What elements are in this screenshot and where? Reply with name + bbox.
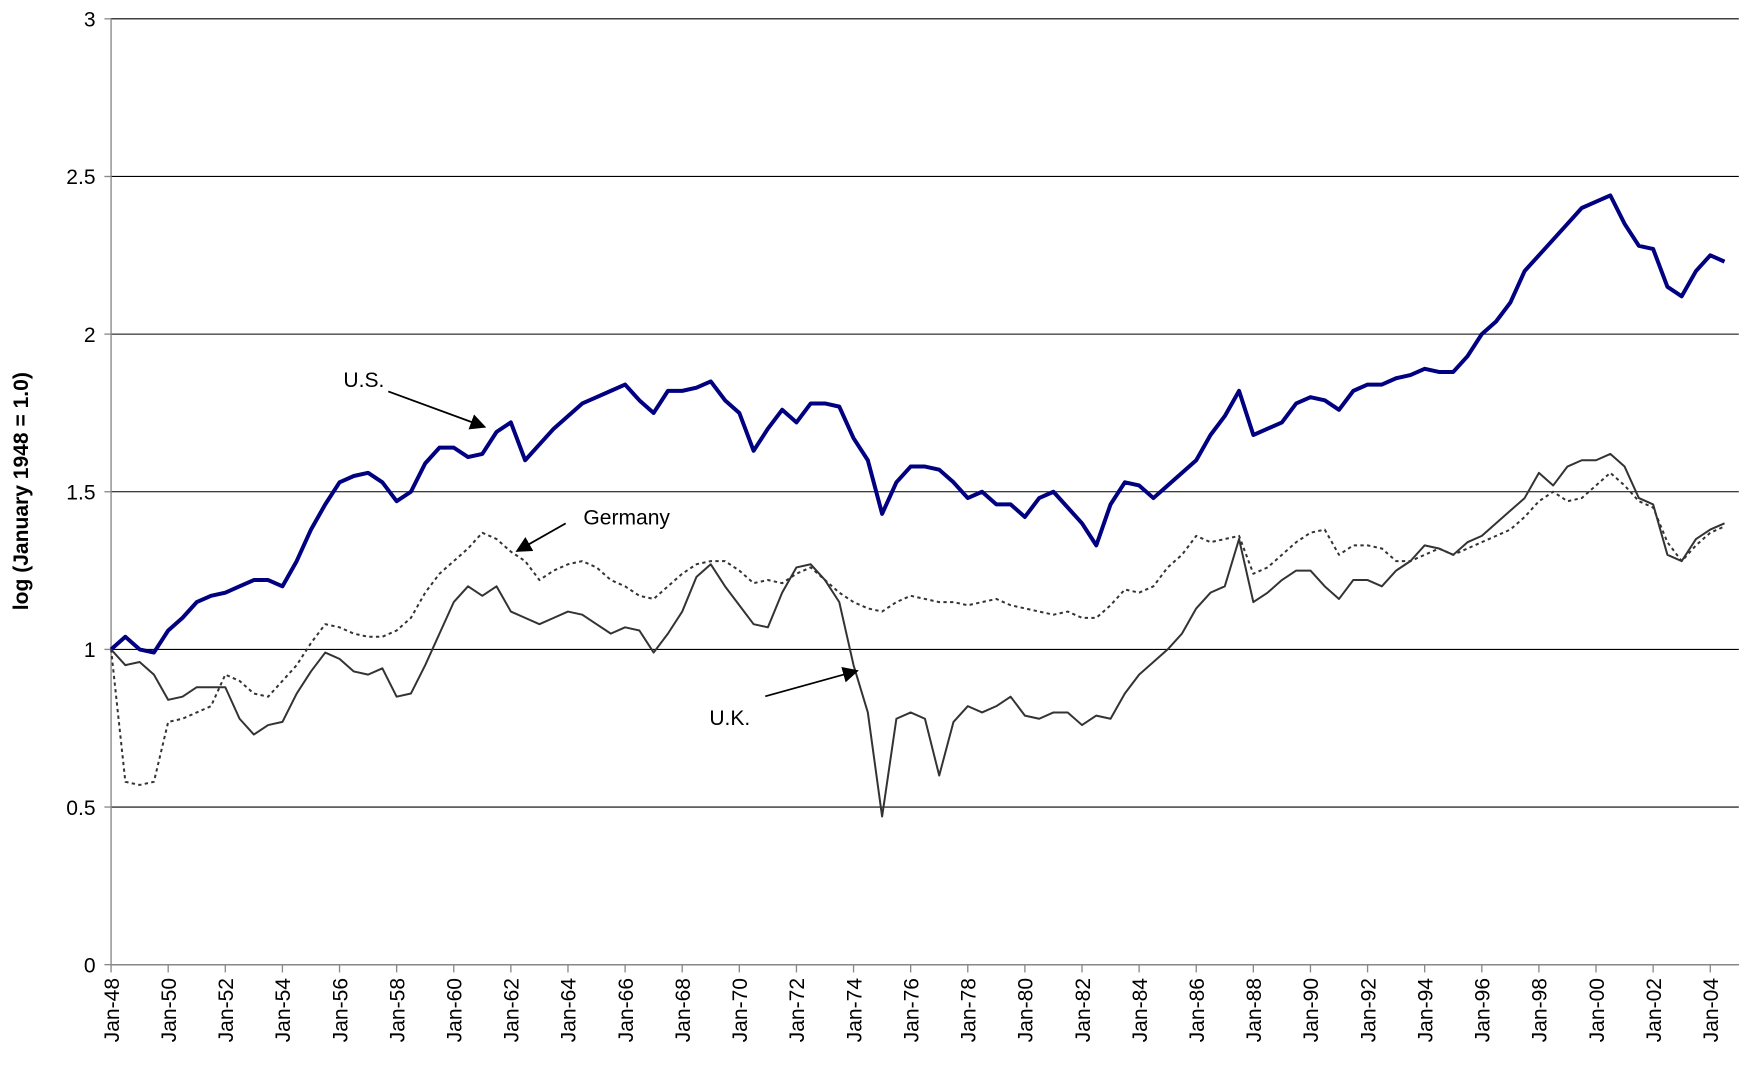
series-line <box>109 193 1726 655</box>
x-tick-label: Jan-68 <box>672 978 695 1042</box>
x-tick-label: Jan-82 <box>1072 978 1095 1042</box>
x-tick-label: Jan-62 <box>501 978 524 1042</box>
x-tick-label: Jan-84 <box>1129 978 1152 1043</box>
x-tick-label: Jan-74 <box>843 978 866 1043</box>
x-tick-label: Jan-76 <box>900 978 923 1042</box>
x-tick-label: Jan-00 <box>1586 978 1609 1042</box>
series-line <box>110 471 1725 786</box>
x-tick-label: Jan-96 <box>1472 978 1495 1042</box>
x-tick-label: Jan-78 <box>958 978 981 1042</box>
x-tick-label: Jan-04 <box>1700 978 1723 1043</box>
y-tick-label: 1.5 <box>66 482 95 505</box>
annotation: U.S. <box>343 369 384 392</box>
plot-area: 0 0.5 1 1.5 2 2.5 3 Jan-48 Jan-50 Jan-52 Jan-54 Jan… <box>66 9 1739 1043</box>
y-tick-label: 0 <box>84 954 96 977</box>
annotation: Germany <box>583 506 670 529</box>
y-axis-title: log (January 1948 = 1.0) <box>10 372 33 610</box>
x-tick-label: Jan-98 <box>1529 978 1552 1042</box>
x-tick-label: Jan-50 <box>158 978 181 1042</box>
series-line <box>110 452 1725 818</box>
x-tick-label: Jan-92 <box>1357 978 1380 1042</box>
x-tick-label: Jan-48 <box>101 978 124 1042</box>
x-tick-label: Jan-02 <box>1643 978 1666 1042</box>
y-tick-label: 3 <box>84 9 96 32</box>
x-tick-label: Jan-80 <box>1015 978 1038 1042</box>
x-tick-label: Jan-70 <box>729 978 752 1042</box>
x-tick-label: Jan-56 <box>329 978 352 1042</box>
x-tick-label: Jan-88 <box>1243 978 1266 1042</box>
x-tick-label: Jan-94 <box>1414 978 1437 1043</box>
x-tick-label: Jan-72 <box>786 978 809 1042</box>
y-tick-label: 2 <box>84 324 96 347</box>
y-tick-label: 2.5 <box>66 166 95 189</box>
x-tick-label: Jan-60 <box>444 978 467 1042</box>
x-tick-label: Jan-64 <box>558 978 581 1043</box>
x-tick-label: Jan-90 <box>1300 978 1323 1042</box>
x-tick-label: Jan-66 <box>615 978 638 1042</box>
y-tick-label: 1 <box>84 639 96 662</box>
annotation: U.K. <box>709 707 750 730</box>
annotation-arrow <box>515 522 567 552</box>
y-tick-label: 0.5 <box>66 797 95 820</box>
x-tick-label: Jan-86 <box>1186 978 1209 1042</box>
annotation-arrow <box>765 666 859 698</box>
annotation-arrow <box>387 390 487 430</box>
x-tick-label: Jan-58 <box>386 978 409 1042</box>
x-tick-label: Jan-54 <box>272 978 295 1043</box>
x-tick-label: Jan-52 <box>215 978 238 1042</box>
